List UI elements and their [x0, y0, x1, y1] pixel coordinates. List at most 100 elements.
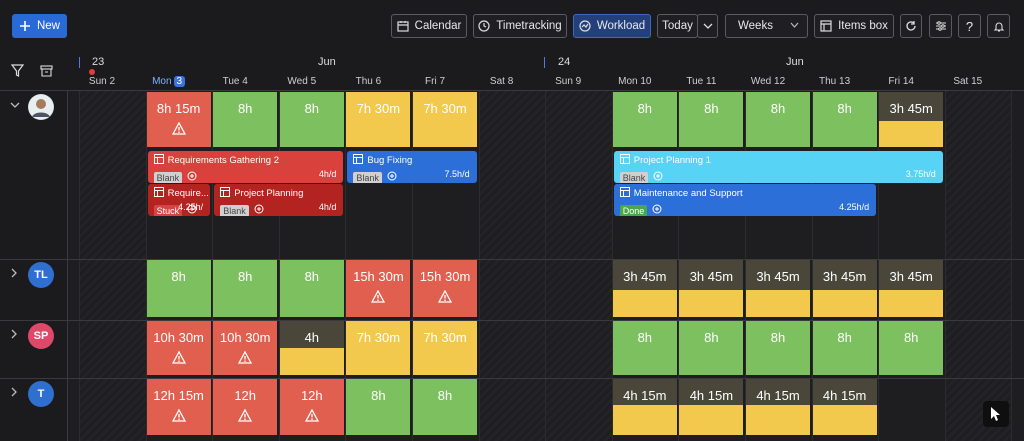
workload-cell[interactable]: 8h: [279, 260, 344, 317]
workload-button[interactable]: Workload: [573, 14, 651, 38]
task-rate: 4.25h/: [178, 202, 204, 212]
task-item-icon: [153, 187, 164, 200]
add-update-icon[interactable]: [652, 204, 662, 216]
workload-cell[interactable]: 4h: [279, 321, 344, 375]
workload-cell[interactable]: 10h 30m: [146, 321, 211, 375]
expand-chevron-icon[interactable]: [10, 329, 18, 342]
status-badge[interactable]: Blank: [220, 204, 249, 216]
help-button[interactable]: ?: [958, 14, 981, 38]
add-update-icon[interactable]: [187, 204, 197, 216]
settings-button[interactable]: [929, 14, 952, 38]
workload-cell[interactable]: 15h 30m: [413, 260, 477, 317]
user-avatar[interactable]: [28, 94, 54, 120]
workload-cell[interactable]: 8h: [746, 92, 810, 147]
workload-cell[interactable]: 10h 30m: [213, 321, 278, 375]
new-button[interactable]: New: [12, 14, 67, 38]
status-badge[interactable]: Blank: [353, 171, 382, 183]
workload-cell[interactable]: 12h: [213, 379, 278, 435]
clock-icon: [478, 20, 490, 32]
status-badge[interactable]: Blank: [153, 171, 183, 183]
add-update-icon[interactable]: [387, 171, 397, 183]
workload-cell[interactable]: 12h: [279, 379, 344, 435]
workload-cell[interactable]: 8h: [146, 260, 211, 317]
archive-icon[interactable]: [40, 64, 53, 80]
user-avatar[interactable]: TL: [28, 262, 54, 288]
hours-label: 15h 30m: [419, 269, 471, 284]
workload-cell[interactable]: 8h: [679, 92, 744, 147]
hours-label: 8h: [237, 101, 253, 116]
hours-label: 7h 30m: [356, 101, 401, 116]
workload-cell[interactable]: 8h: [346, 379, 411, 435]
task-bar[interactable]: Project Planning 1 Blank 3.75h/d: [613, 151, 943, 183]
hours-label: 8h: [704, 330, 719, 345]
workload-cell[interactable]: 4h 15m: [612, 379, 677, 435]
task-bar[interactable]: Bug Fixing Blank 7.5h/d: [347, 151, 477, 183]
day-header-label: Thu 13: [819, 76, 851, 87]
workload-cell[interactable]: 7h 30m: [413, 321, 477, 375]
calendar-button[interactable]: Calendar: [391, 14, 467, 38]
collapse-chevron-icon[interactable]: [10, 100, 20, 112]
today-dropdown-button[interactable]: [697, 14, 718, 38]
workload-cell[interactable]: 7h 30m: [346, 92, 411, 147]
day-header-label: Fri 14: [888, 76, 914, 87]
expand-chevron-icon[interactable]: [10, 387, 18, 400]
workload-cell[interactable]: 8h: [746, 321, 810, 375]
workload-cell[interactable]: 8h: [879, 321, 944, 375]
cursor-overlay: [983, 401, 1009, 427]
workload-cell[interactable]: 7h 30m: [346, 321, 411, 375]
refresh-button[interactable]: [900, 14, 922, 38]
today-button[interactable]: Today: [657, 14, 698, 38]
workload-cell[interactable]: 8h: [612, 321, 677, 375]
workload-cell[interactable]: 3h 45m: [879, 92, 944, 147]
status-badge[interactable]: Done: [619, 204, 648, 216]
workload-cell[interactable]: 3h 45m: [746, 260, 810, 317]
warning-icon: [171, 121, 186, 138]
workload-cell[interactable]: 4h 15m: [679, 379, 744, 435]
workload-cell[interactable]: 8h: [279, 92, 344, 147]
workload-cell[interactable]: 8h: [213, 260, 278, 317]
day-header: Fri 14: [868, 76, 934, 87]
column-divider: [412, 91, 413, 441]
status-badge[interactable]: Stuck: [153, 204, 183, 216]
items-box-button[interactable]: Items box: [814, 14, 894, 38]
workload-cell[interactable]: 8h: [612, 92, 677, 147]
workload-cell[interactable]: 8h: [812, 321, 877, 375]
workload-cell[interactable]: 12h 15m: [146, 379, 211, 435]
workload-cell[interactable]: 4h 15m: [812, 379, 877, 435]
workload-cell[interactable]: 4h 15m: [746, 379, 810, 435]
workload-cell[interactable]: 3h 45m: [879, 260, 944, 317]
column-divider: [1011, 91, 1013, 441]
task-bar[interactable]: Project Planning Blank 4h/d: [214, 184, 344, 216]
task-bar[interactable]: Require... Stuck 4.25h/: [147, 184, 211, 216]
hours-label: 4h 15m: [822, 388, 867, 403]
workload-cell[interactable]: 8h: [213, 92, 278, 147]
add-update-icon[interactable]: [254, 204, 264, 216]
filter-icon[interactable]: [10, 64, 25, 80]
expand-chevron-icon[interactable]: [10, 268, 18, 281]
workload-cell[interactable]: 3h 45m: [812, 260, 877, 317]
user-avatar[interactable]: SP: [28, 323, 54, 349]
add-update-icon[interactable]: [653, 171, 663, 183]
workload-cell[interactable]: 8h 15m: [146, 92, 211, 147]
week-number: 23: [92, 56, 105, 68]
task-bar[interactable]: Requirements Gathering 2 Blank 4h/d: [147, 151, 344, 183]
hours-label: 15h 30m: [353, 269, 404, 284]
user-avatar[interactable]: T: [28, 381, 54, 407]
day-header: Fri 7: [402, 76, 468, 87]
workload-cell[interactable]: 15h 30m: [346, 260, 411, 317]
add-update-icon[interactable]: [187, 171, 197, 183]
workload-cell[interactable]: 3h 45m: [612, 260, 677, 317]
workload-cell[interactable]: 8h: [679, 321, 744, 375]
notifications-button[interactable]: [987, 14, 1010, 38]
task-bar[interactable]: Maintenance and Support Done 4.25h/d: [613, 184, 877, 216]
timeline-header: 23 Jun 24 Jun Sun 2 Mon 3 Tue 4 Wed 5 Thu 6 Fr…: [0, 52, 1024, 91]
status-badge[interactable]: Blank: [619, 171, 649, 183]
hours-label: 8h: [837, 330, 852, 345]
workload-cell[interactable]: 7h 30m: [413, 92, 477, 147]
hours-label: 4h 15m: [756, 388, 800, 403]
workload-cell[interactable]: 8h: [812, 92, 877, 147]
workload-cell[interactable]: 8h: [413, 379, 477, 435]
timetracking-button[interactable]: Timetracking: [473, 14, 567, 38]
view-select[interactable]: Weeks: [725, 14, 808, 38]
workload-cell[interactable]: 3h 45m: [679, 260, 744, 317]
